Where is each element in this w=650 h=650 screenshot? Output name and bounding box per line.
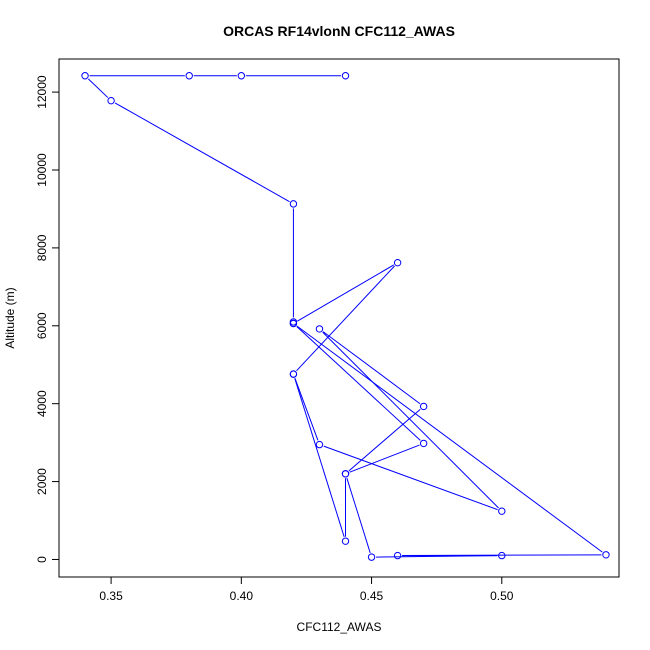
data-point: [341, 72, 350, 80]
chart-title: ORCAS RF14vlonN CFC112_AWAS: [223, 23, 455, 39]
data-point: [498, 551, 506, 560]
y-axis: 0 2000 4000 6000 8000 10000 12000: [35, 75, 60, 563]
data-point: [367, 553, 376, 561]
series-segment: [114, 102, 290, 203]
series-segment: [87, 78, 109, 98]
y-tick-label: 2000: [35, 468, 49, 495]
data-point: [419, 439, 428, 448]
data-point: [237, 72, 246, 80]
series-segment: [296, 265, 395, 372]
x-axis: 0.35 0.40 0.45 0.50: [99, 576, 514, 603]
series-segment: [323, 445, 498, 511]
data-point: [602, 551, 610, 559]
y-tick-label: 0: [35, 556, 49, 563]
y-axis-label: Altitude (m): [3, 287, 17, 348]
series-layer: [81, 72, 610, 561]
y-tick-label: 6000: [35, 312, 49, 339]
data-point: [185, 72, 193, 80]
y-tick-label: 10000: [35, 153, 49, 187]
x-tick-label: 0.35: [99, 589, 123, 603]
data-point: [393, 551, 402, 560]
data-point: [81, 72, 89, 80]
x-tick-label: 0.40: [230, 589, 254, 603]
y-tick-label: 8000: [35, 234, 49, 261]
x-tick-label: 0.45: [360, 589, 384, 603]
series-segment: [294, 378, 345, 538]
series-segment: [297, 264, 394, 322]
series-segment: [349, 444, 420, 473]
data-point: [498, 507, 506, 515]
series-segment: [296, 326, 421, 441]
data-point: [289, 200, 298, 208]
y-tick-label: 4000: [35, 390, 49, 417]
data-point: [419, 402, 428, 411]
data-point: [341, 470, 350, 478]
series-segment: [296, 325, 603, 553]
data-point: [315, 325, 324, 333]
series-segment: [402, 554, 602, 557]
data-point: [107, 96, 115, 105]
data-point: [393, 258, 402, 267]
series-segment: [348, 408, 421, 472]
data-point: [315, 440, 324, 449]
plot-frame: [58, 58, 620, 578]
data-point: [289, 370, 298, 378]
series-segment: [322, 331, 421, 405]
series-segment: [322, 331, 499, 509]
x-tick-label: 0.50: [490, 589, 514, 603]
data-point: [341, 537, 350, 545]
y-tick-label: 12000: [35, 75, 49, 109]
x-axis-label: CFC112_AWAS: [297, 620, 382, 634]
series-segment: [294, 378, 319, 441]
data-point: [289, 319, 298, 328]
series-segment: [346, 477, 371, 553]
